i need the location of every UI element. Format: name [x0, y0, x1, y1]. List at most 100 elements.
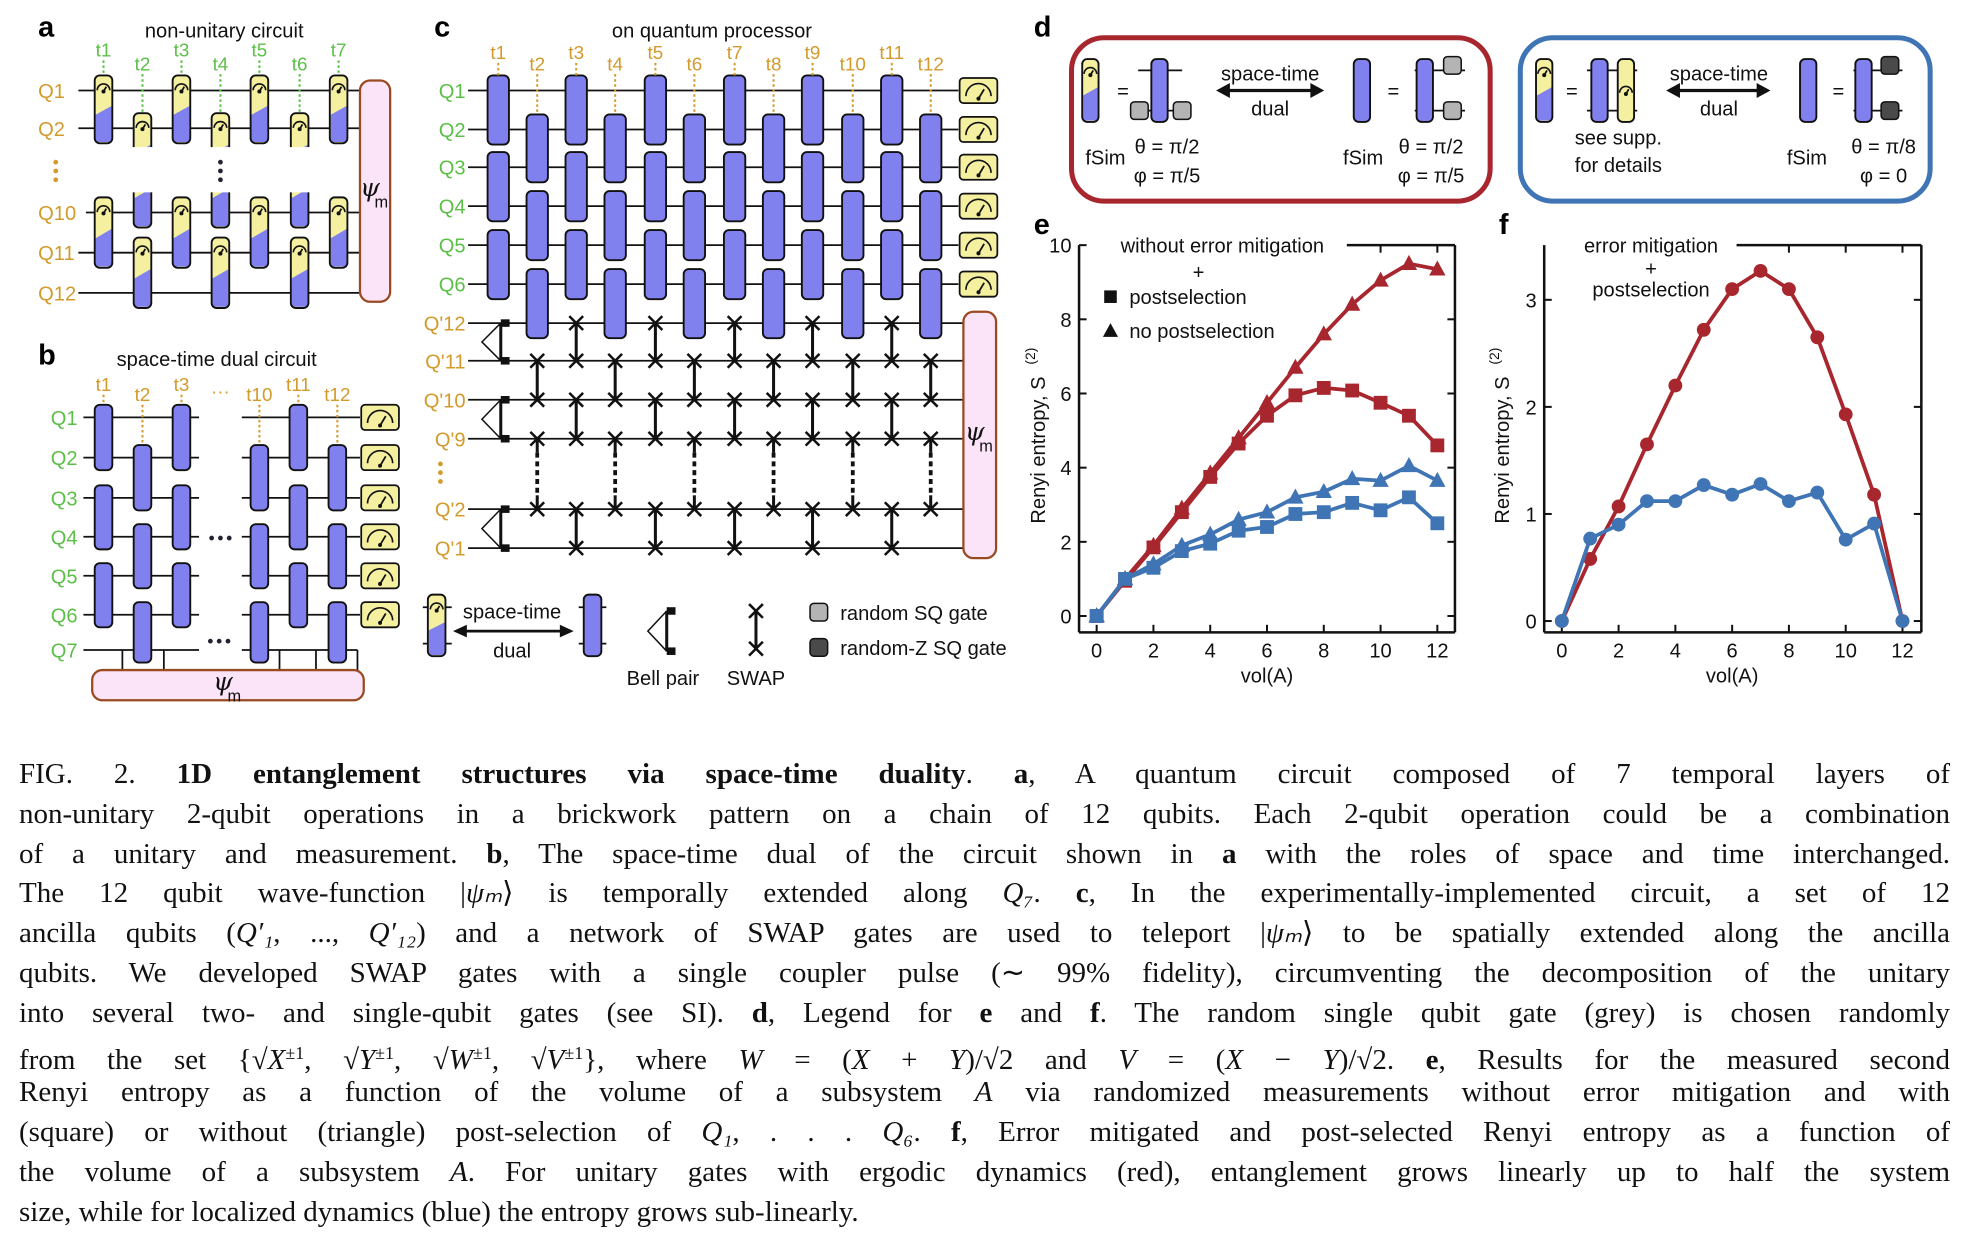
unitary-gate: [171, 403, 192, 472]
nonunitary-gate: [1081, 58, 1100, 123]
gate-outline: [93, 484, 114, 551]
swap-x: [804, 430, 821, 447]
measurement-gate: [1616, 58, 1636, 123]
random-sq-gate: [1129, 101, 1149, 121]
caption-text: the volume of a subsystem: [19, 1155, 450, 1188]
phi-value: φ = π/5: [1134, 165, 1201, 187]
y-axis-label: Renyi entropy, S (2): [1022, 348, 1050, 524]
meter-pivot: [976, 173, 981, 178]
caption-text: , √: [304, 1043, 359, 1076]
legend-postselection: postselection: [1129, 287, 1246, 309]
unitary-gate: [171, 484, 192, 551]
equals-sign: =: [1566, 81, 1578, 103]
unitary-gate: [327, 444, 348, 512]
swap-gate: [647, 391, 664, 447]
data-point-circle: [1640, 437, 1654, 452]
gate-outline: [486, 74, 510, 146]
gate-outline: [841, 113, 865, 184]
gate-outline: [643, 74, 668, 146]
unitary-gate: [880, 74, 904, 146]
meter-arc: [213, 245, 228, 253]
gate-unitary-part: [330, 229, 347, 264]
measurement-icon: [360, 484, 400, 512]
figure-caption: FIG. 2. 1D entanglement structures via s…: [19, 755, 1950, 1233]
measurement-icon: [958, 270, 999, 298]
gate-outline: [249, 601, 270, 664]
time-label: t7: [331, 40, 347, 61]
swap-gate: [529, 430, 546, 517]
bell-end: [666, 607, 676, 615]
meter-box: [360, 601, 400, 629]
x-tick-label: 6: [1261, 640, 1272, 662]
gate-outline: [288, 484, 309, 551]
data-point-triangle: [1315, 482, 1332, 499]
gate-outline: [93, 196, 114, 269]
unitary-gate: [880, 151, 904, 223]
state-psi-m: ψm: [358, 79, 392, 303]
equals-sign: =: [1387, 81, 1399, 103]
data-point-circle: [1611, 517, 1626, 532]
theta-value: θ = π/2: [1135, 136, 1200, 158]
fsim-label: fSim: [1343, 148, 1383, 170]
swap-x: [804, 501, 821, 517]
data-point-square: [1430, 438, 1445, 453]
data-point-square: [1231, 436, 1246, 451]
caption-text: (square) or without (triangle) post-sele…: [19, 1116, 702, 1149]
meter-arc: [965, 82, 992, 97]
swap-gate: [804, 391, 821, 447]
qubit-label: Q11: [38, 243, 75, 265]
caption-text: with the roles of space and time interch…: [1236, 837, 1950, 870]
caption-text: W: [448, 1043, 473, 1076]
swap-gate: [765, 430, 782, 517]
theta-value: θ = π/8: [1851, 136, 1916, 158]
meter-arc: [1537, 66, 1552, 74]
caption-text: = (: [1136, 1043, 1226, 1076]
gate-outline: [171, 484, 192, 551]
panel-title-c: on quantum processor: [612, 21, 812, 43]
data-point-circle: [1583, 552, 1598, 566]
meter-arc: [331, 83, 346, 91]
y-tick-label: 2: [1060, 532, 1071, 554]
caption-text: , A quantum circuit composed of 7 tempor…: [1028, 758, 1951, 790]
swap-x: [726, 352, 743, 369]
legend-dual-bottom: dual: [493, 640, 531, 662]
meter-pivot: [179, 211, 184, 216]
caption-line: the volume of a subsystem A. For unitary…: [19, 1153, 1950, 1193]
data-point-square: [1288, 507, 1303, 521]
swap-x: [844, 391, 861, 408]
gate-outline: [327, 601, 348, 664]
data-point-triangle: [1230, 510, 1247, 526]
caption-text: qubits. We developed SWAP gates with a s…: [19, 956, 1950, 989]
qubit-label: Q4: [51, 527, 78, 549]
gate-outline: [289, 236, 310, 309]
unitary-gate: [919, 113, 943, 184]
unitary-gate: [800, 151, 825, 223]
caption-text: , √: [491, 1043, 547, 1076]
data-point-circle: [1838, 532, 1853, 547]
data-point-square: [1316, 381, 1331, 395]
series-square-blue: [1089, 490, 1445, 623]
time-label: t1: [490, 42, 506, 63]
data-point-circle: [1583, 531, 1598, 546]
nonunitary-gate: [1535, 58, 1554, 123]
data-point-square: [1373, 503, 1388, 518]
unitary-gate: [682, 113, 706, 184]
meter-pivot: [218, 127, 223, 132]
gate-unitary-part: [1536, 114, 1552, 121]
qubit-label: Q'11: [425, 351, 465, 373]
swap-gate: [883, 315, 900, 369]
swap-x: [726, 501, 743, 517]
time-label: t5: [648, 42, 664, 63]
swap-x: [686, 430, 703, 447]
meter-pivot: [976, 135, 981, 140]
meter-arc: [965, 159, 992, 173]
gate-outline: [93, 403, 114, 472]
swap-x: [726, 430, 743, 447]
swap-gate: [607, 352, 623, 408]
swap-gate: [922, 430, 939, 517]
ellipsis-dots: [53, 159, 59, 183]
unitary-gate: [288, 562, 309, 629]
swap-x: [883, 501, 900, 517]
caption-bold-text: b: [486, 837, 503, 870]
meter-pivot: [257, 89, 262, 94]
